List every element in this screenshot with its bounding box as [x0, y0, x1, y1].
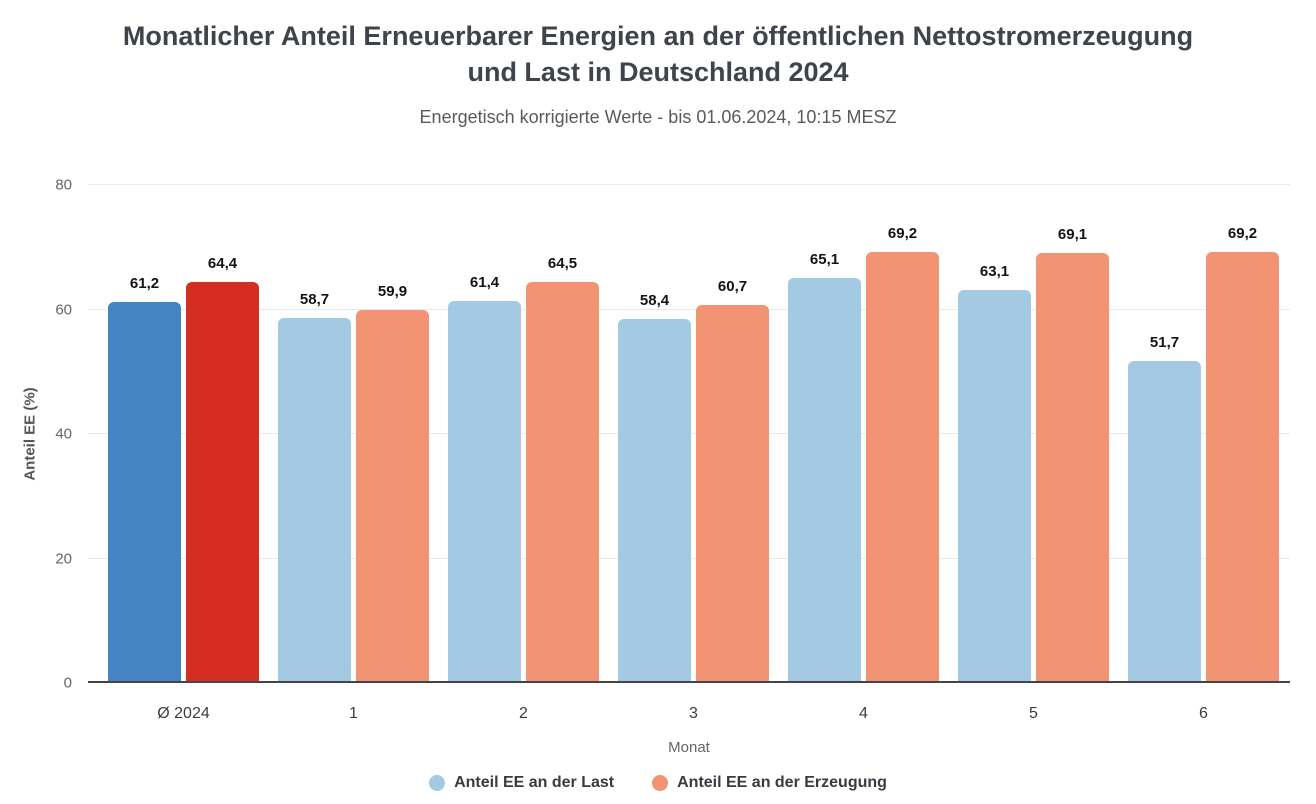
x-tick-label-avg-2024: Ø 2024: [157, 705, 210, 722]
bar-ee-erzeugung: 60,7: [696, 278, 769, 683]
x-tick-label-3: 3: [689, 705, 698, 722]
bar-value-label: 51,7: [1149, 334, 1180, 352]
x-tick-label-2: 2: [519, 705, 528, 722]
bar-value-label: 69,2: [1227, 225, 1258, 243]
bar-ee-last: 51,7: [1128, 334, 1201, 683]
bar-ee-erzeugung: 69,2: [866, 225, 939, 683]
bar-value-label: 69,2: [887, 225, 918, 243]
y-tick-label-0: 0: [63, 674, 72, 692]
legend-item-ee-last[interactable]: Anteil EE an der Last: [429, 774, 614, 792]
bar-value-label: 63,1: [979, 263, 1010, 281]
x-tick-label-1: 1: [349, 705, 358, 722]
x-axis-line: [88, 681, 1290, 683]
bar-value-label: 61,4: [469, 273, 500, 291]
x-tick-label-5: 5: [1029, 705, 1038, 722]
bar-group-avg-2024: 61,2 64,4: [108, 185, 259, 683]
legend-label: Anteil EE an der Last: [454, 774, 615, 791]
legend-dot-ee-last: [429, 775, 446, 791]
bar-ee-erzeugung: 64,5: [526, 255, 599, 683]
y-tick-label-40: 40: [55, 425, 72, 443]
bar-group-month-6: 51,7 69,2: [1128, 185, 1279, 683]
bar-group-month-1: 58,7 59,9: [278, 185, 429, 683]
y-tick-label-60: 60: [55, 301, 72, 318]
legend: Anteil EE an der Last Anteil EE an der Er…: [0, 774, 1316, 792]
bar-value-label: 58,7: [299, 290, 330, 308]
bar-ee-last: 61,4: [448, 274, 521, 683]
legend-label: Anteil EE an der Erzeugung: [677, 774, 887, 791]
bar-ee-last: 63,1: [958, 263, 1031, 683]
bar-value-label: 61,2: [129, 275, 160, 293]
bar-value-label: 59,9: [377, 283, 408, 301]
y-tick-label-80: 80: [55, 176, 72, 194]
y-axis-tick-labels: 0 20 40 60 80: [0, 177, 72, 692]
y-tick-label-20: 20: [55, 550, 72, 567]
bar-ee-erzeugung: 69,1: [1036, 226, 1109, 683]
chart-title: Monatlicher Anteil Erneuerbarer Energien…: [0, 18, 1316, 90]
bar-group-month-3: 58,4 60,7: [618, 185, 769, 683]
bar-ee-last: 61,2: [108, 275, 181, 683]
plot-area: 61,2 64,4 58,7 59,9 61,4 64,5 58,4 60,7 65,1 69,2…: [88, 184, 1290, 683]
chart-title-line1: Monatlicher Anteil Erneuerbarer Energien…: [122, 21, 1194, 51]
bar-ee-erzeugung: 69,2: [1206, 225, 1279, 683]
bar-group-month-2: 61,4 64,5: [448, 185, 599, 683]
bar-ee-erzeugung: 59,9: [356, 283, 429, 683]
gridline-60: [88, 308, 1290, 310]
legend-item-ee-erzeugung[interactable]: Anteil EE an der Erzeugung: [652, 774, 887, 792]
bar-value-label: 60,7: [717, 278, 748, 296]
bar-ee-last: 65,1: [788, 251, 861, 683]
x-tick-label-4: 4: [859, 705, 868, 722]
legend-dot-ee-erzeugung: [652, 775, 669, 791]
bar-value-label: 58,4: [639, 292, 670, 310]
bar-value-label: 64,5: [547, 254, 578, 272]
bar-group-month-5: 63,1 69,1: [958, 185, 1109, 683]
x-tick-label-6: 6: [1199, 705, 1208, 722]
chart-title-line2: und Last in Deutschland 2024: [467, 57, 849, 87]
x-axis-title: Monat: [668, 739, 710, 756]
bar-ee-last: 58,7: [278, 291, 351, 683]
bar-ee-last: 58,4: [618, 292, 691, 683]
bar-value-label: 65,1: [809, 250, 840, 268]
bar-value-label: 69,1: [1057, 225, 1088, 243]
bar-ee-erzeugung: 64,4: [186, 255, 259, 683]
bar-group-month-4: 65,1 69,2: [788, 185, 939, 683]
chart-subtitle: Energetisch korrigierte Werte - bis 01.0…: [419, 107, 897, 127]
gridline-80: [88, 184, 1290, 185]
bar-value-label: 64,4: [207, 255, 238, 273]
